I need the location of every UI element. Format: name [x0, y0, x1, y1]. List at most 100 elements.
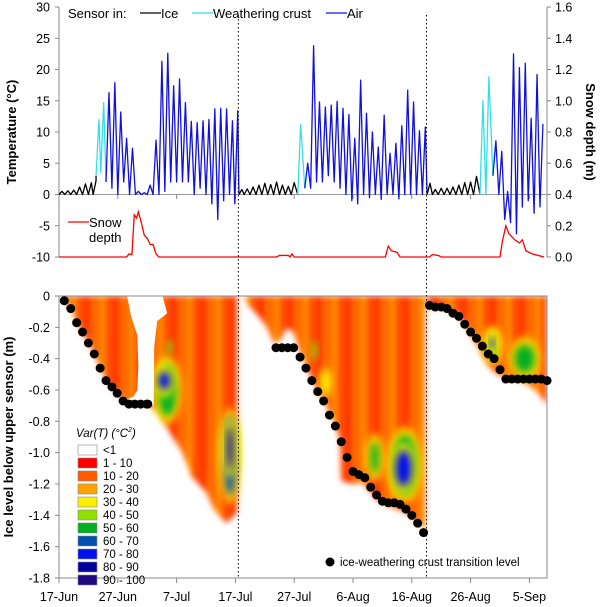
variance-legend-swatch — [77, 457, 98, 469]
legend-label-snow-2: depth — [89, 230, 122, 245]
variance-legend-label: 60 - 70 — [103, 536, 139, 548]
transition-point — [319, 396, 329, 406]
y-tick-label: -10 — [32, 251, 50, 265]
legend-label-ice: Ice — [161, 6, 178, 21]
transition-point — [330, 421, 340, 431]
y-tick-label: 25 — [36, 32, 50, 46]
temperature-line-ice — [58, 175, 97, 196]
x-tick-label: 27-Jul — [277, 590, 311, 604]
y-tick-label: -0.2 — [28, 321, 50, 335]
transition-point — [495, 365, 505, 375]
variance-legend-swatch — [77, 496, 98, 508]
y2-axis-title-snow-depth: Snow depth (m) — [583, 83, 598, 181]
variance-legend-swatch — [77, 548, 98, 560]
transition-point — [295, 352, 305, 362]
temperature-line-crust — [479, 76, 494, 196]
temperature-line-ice — [238, 181, 299, 196]
temperature-panel: 30 25 20 15 10 5 0 -5 -10 1.6 1.4 1.2 1.0 0.8 0.6 0.4 0… — [4, 1, 598, 265]
transition-point — [489, 354, 499, 364]
variance-legend-label: 30 - 40 — [103, 497, 139, 509]
transition-point — [112, 388, 122, 398]
variance-legend-swatch — [77, 470, 98, 482]
transition-point — [313, 387, 323, 397]
x-tick-label: 17-Jul — [218, 590, 252, 604]
variance-legend-label: 80 - 90 — [103, 562, 139, 574]
bottom-frame — [58, 295, 548, 579]
transition-point — [372, 490, 382, 500]
y-tick-label: -0.4 — [28, 352, 50, 366]
x-tick-label: 16-Aug — [392, 590, 432, 604]
transition-point — [366, 482, 376, 492]
transition-point — [471, 333, 481, 343]
transition-point — [101, 376, 111, 386]
transition-point — [83, 338, 93, 348]
y-tick-label: -5 — [39, 219, 50, 233]
y-tick-label: 15 — [36, 94, 50, 108]
variance-legend-label: 10 - 20 — [103, 471, 139, 483]
temperature-line-crust — [95, 101, 107, 183]
variance-legend-swatch — [77, 561, 98, 573]
variance-hotspot — [490, 337, 495, 350]
variance-hotspot — [311, 340, 318, 361]
y2-tick-label: 1.0 — [555, 94, 572, 108]
y2-tick-label: 0.2 — [555, 219, 572, 233]
variance-hotspot — [370, 441, 379, 474]
variance-legend-label: 20 - 30 — [103, 484, 139, 496]
variance-hotspot — [227, 425, 234, 470]
transition-point — [401, 504, 411, 514]
y-tick-label: 30 — [36, 1, 50, 15]
y-tick-label: -0.6 — [28, 383, 50, 397]
legend-title-main: Var(T) (°C — [76, 428, 129, 440]
transition-point — [78, 327, 88, 337]
variance-legend-label: 50 - 60 — [103, 523, 139, 535]
y2-tick-label: 0.6 — [555, 157, 572, 171]
legend-title: Sensor in: — [68, 6, 127, 21]
variance-legend-label: 1 - 10 — [103, 458, 132, 470]
temperature-line-crust — [297, 123, 306, 195]
variance-hotspot — [514, 344, 535, 373]
y-tick-label: 20 — [36, 63, 50, 77]
transition-point — [466, 327, 476, 337]
transition-point — [95, 363, 105, 373]
variance-panel: 0 -0.2 -0.4 -0.6 -0.8 -1.0 -1.2 -1.4 -1.6 -1.8 17… — [1, 290, 552, 604]
variance-hotspot — [166, 339, 173, 356]
transition-point — [89, 349, 99, 359]
transition-point — [324, 410, 334, 420]
transition-point — [301, 363, 311, 373]
x-tick-label: 6-Aug — [336, 590, 369, 604]
variance-gap — [127, 296, 168, 406]
variance-hotspot — [395, 450, 412, 487]
x-tick-label: 5-Sep — [513, 590, 546, 604]
x-tick-label: 26-Aug — [450, 590, 490, 604]
transition-point — [360, 473, 370, 483]
transition-point — [336, 437, 346, 447]
transition-point — [454, 311, 464, 321]
transition-point — [419, 528, 429, 538]
temperature-line-air — [492, 53, 544, 235]
variance-region-texture — [64, 296, 238, 524]
y-tick-label: -0.8 — [28, 415, 50, 429]
y-tick-label: -1.2 — [28, 477, 50, 491]
y-axis-title-ice-level: Ice level below upper sensor (m) — [1, 337, 16, 538]
y-tick-label: 0 — [43, 188, 50, 202]
variance-legend-swatch — [77, 483, 98, 495]
transition-point — [477, 341, 487, 351]
y-tick-label: 10 — [36, 126, 50, 140]
x-tick-label: 17-Jun — [40, 590, 78, 604]
y2-tick-label: 1.6 — [555, 1, 572, 15]
variance-legend-swatch — [77, 444, 98, 456]
y-tick-label: -1.6 — [28, 540, 50, 554]
y-tick-label: -1.4 — [28, 509, 50, 523]
y-axis-title-temperature: Temperature (°C) — [4, 80, 19, 185]
y2-tick-label: 0.8 — [555, 126, 572, 140]
y2-tick-label: 1.4 — [555, 32, 572, 46]
x-tick-label: 27-Jun — [99, 590, 137, 604]
transition-point — [289, 343, 299, 353]
y-tick-label: -1.8 — [28, 571, 50, 585]
transition-point — [342, 452, 352, 462]
temperature-line-ice — [426, 175, 481, 196]
legend-title-sup: 2 — [127, 427, 132, 434]
legend-title-end: ) — [130, 428, 136, 440]
